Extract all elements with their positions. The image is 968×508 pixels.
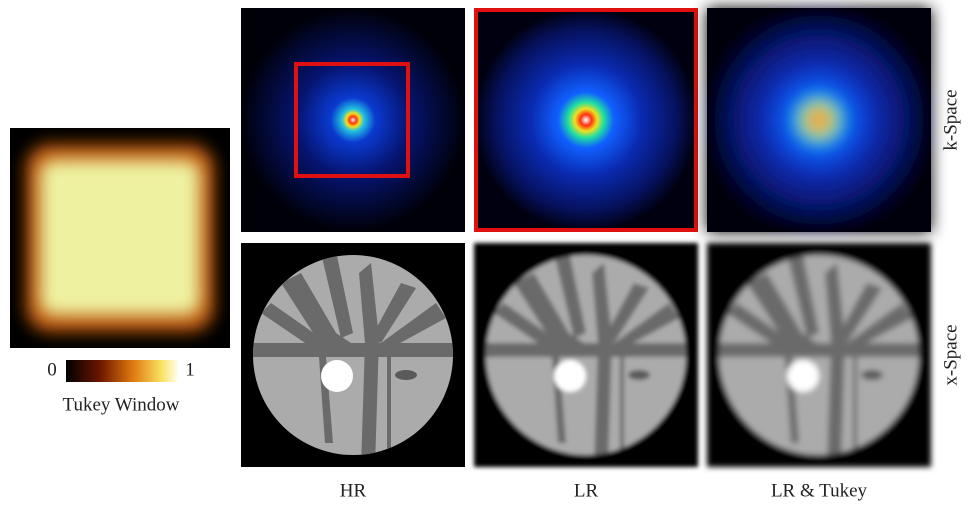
row-label: k-Space bbox=[940, 89, 961, 150]
colorbar-max: 1 bbox=[185, 359, 195, 380]
kspace-lr bbox=[474, 8, 698, 232]
tukey-window bbox=[10, 128, 230, 348]
figure: 0 1 Tukey Window HR LR LR & Tukey k-Spac… bbox=[0, 0, 968, 508]
xspace-lr-tukey bbox=[707, 243, 931, 467]
colorbar-label: Tukey Window bbox=[63, 394, 180, 415]
column-label: LR bbox=[574, 480, 599, 501]
colorbar bbox=[66, 360, 178, 382]
column-label: LR & Tukey bbox=[771, 480, 868, 501]
column-label: HR bbox=[340, 480, 367, 501]
kspace-lr-tukey bbox=[707, 8, 931, 232]
xspace-hr bbox=[241, 243, 465, 467]
colorbar-min: 0 bbox=[47, 359, 57, 380]
row-label: x-Space bbox=[940, 324, 961, 385]
kspace-hr bbox=[241, 8, 465, 232]
xspace-lr bbox=[474, 243, 698, 467]
